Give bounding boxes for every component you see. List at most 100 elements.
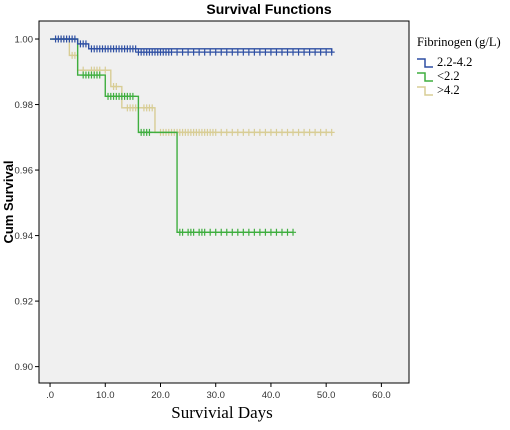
legend: Fibrinogen (g/L) 2.2-4.2<2.2>4.2	[417, 35, 501, 97]
censor-mark	[71, 51, 78, 59]
censor-mark	[234, 48, 241, 56]
censor-mark	[212, 128, 219, 136]
censor-mark	[262, 48, 269, 56]
censor-mark	[262, 228, 269, 236]
censor-mark	[201, 228, 208, 236]
censor-mark	[251, 228, 258, 236]
censor-mark	[256, 228, 263, 236]
censor-mark	[273, 128, 280, 136]
censor-mark	[168, 48, 175, 56]
censor-mark	[234, 228, 241, 236]
x-tick-label: .0	[46, 390, 54, 401]
censor-mark	[317, 48, 324, 56]
censor-mark	[82, 40, 89, 48]
censor-mark	[267, 128, 274, 136]
x-tick-label: 60.0	[372, 390, 391, 401]
censor-mark	[185, 48, 192, 56]
censor-mark	[273, 228, 280, 236]
censor-mark	[196, 48, 203, 56]
legend-symbol	[417, 86, 433, 96]
censor-mark	[323, 48, 330, 56]
censor-mark	[113, 83, 120, 91]
legend-item-label: <2.2	[437, 69, 460, 83]
x-tick-label: 40.0	[262, 390, 281, 401]
censor-mark	[301, 128, 308, 136]
censor-mark	[256, 128, 263, 136]
censor-mark	[190, 48, 197, 56]
censor-mark	[284, 48, 291, 56]
censor-mark	[212, 228, 219, 236]
censor-mark	[295, 128, 302, 136]
censor-mark	[267, 48, 274, 56]
censor-mark	[256, 48, 263, 56]
x-tick-label: 50.0	[317, 390, 336, 401]
censor-mark	[223, 128, 230, 136]
censor-mark	[312, 48, 319, 56]
censor-mark	[207, 48, 214, 56]
censor-mark	[240, 228, 247, 236]
censor-mark	[234, 128, 241, 136]
censor-mark	[284, 228, 291, 236]
axis-ticks: .0 10.0 20.0 30.0 40.0 50.0 60.0 0.90 0.92 0.94 0.…	[15, 35, 391, 401]
y-tick-label: 0.96	[15, 166, 34, 177]
censor-mark	[129, 92, 136, 100]
censor-mark	[146, 128, 153, 136]
censor-mark	[229, 128, 236, 136]
censor-mark	[229, 48, 236, 56]
censor-mark	[290, 48, 297, 56]
censor-mark	[323, 128, 330, 136]
censor-mark	[306, 128, 313, 136]
censor-mark	[328, 128, 335, 136]
censor-mark	[229, 228, 236, 236]
legend-item-label: >4.2	[437, 83, 460, 97]
censor-mark	[96, 71, 103, 79]
censor-mark	[218, 48, 225, 56]
censor-mark	[251, 48, 258, 56]
censor-mark	[149, 104, 156, 112]
censor-mark	[245, 228, 252, 236]
x-tick-label: 20.0	[151, 390, 170, 401]
censor-mark	[132, 45, 139, 53]
censor-mark	[218, 228, 225, 236]
legend-symbol	[417, 58, 433, 68]
x-tick-label: 10.0	[96, 390, 115, 401]
censor-mark	[317, 128, 324, 136]
series-group	[50, 35, 335, 56]
censor-mark	[223, 48, 230, 56]
censor-mark	[218, 128, 225, 136]
censor-mark	[278, 48, 285, 56]
censor-mark	[262, 128, 269, 136]
series-group	[50, 38, 297, 236]
censor-mark	[267, 228, 274, 236]
censor-mark	[278, 228, 285, 236]
series-layer	[50, 35, 335, 236]
censor-mark	[251, 128, 258, 136]
censor-mark	[295, 48, 302, 56]
y-axis-label: Cum Survival	[1, 160, 16, 243]
censor-mark	[245, 48, 252, 56]
censor-mark	[102, 66, 109, 74]
censor-mark	[306, 48, 313, 56]
censor-mark	[179, 48, 186, 56]
censor-mark	[207, 228, 214, 236]
censor-mark	[273, 48, 280, 56]
x-axis-label: Survivial Days	[171, 403, 273, 422]
legend-symbol	[417, 72, 433, 82]
censor-mark	[301, 48, 308, 56]
censor-mark	[201, 48, 208, 56]
censor-mark	[212, 48, 219, 56]
censor-mark	[290, 228, 297, 236]
censor-mark	[328, 48, 335, 56]
y-tick-label: 0.98	[15, 100, 34, 111]
chart-title: Survival Functions	[206, 1, 331, 17]
censor-mark	[71, 35, 78, 43]
censor-mark	[174, 48, 181, 56]
censor-mark	[179, 228, 186, 236]
censor-mark	[278, 128, 285, 136]
censor-mark	[190, 228, 197, 236]
y-tick-label: 0.90	[15, 362, 34, 373]
x-tick-label: 30.0	[206, 390, 225, 401]
censor-mark	[284, 128, 291, 136]
censor-mark	[290, 128, 297, 136]
